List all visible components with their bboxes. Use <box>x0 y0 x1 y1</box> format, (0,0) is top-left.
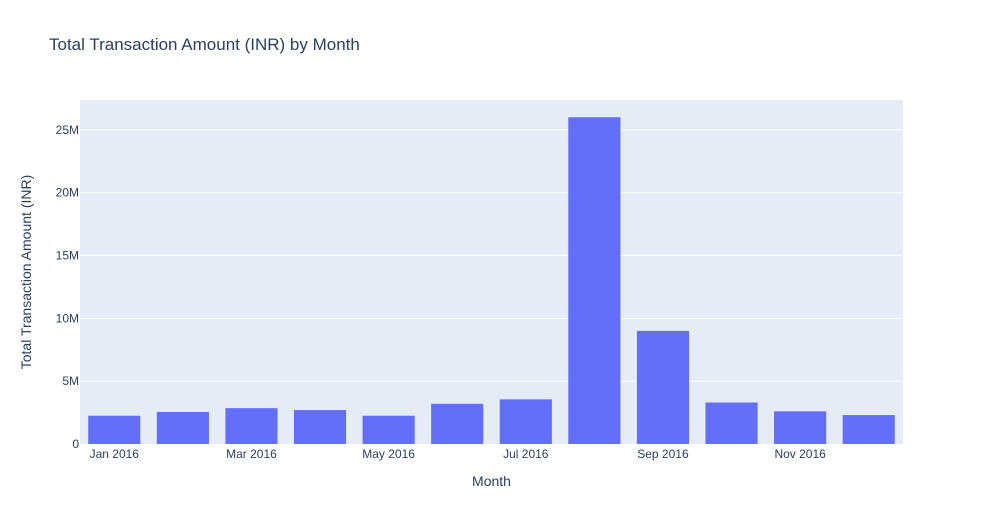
y-tick-label: 10M <box>56 311 79 325</box>
y-tick-label: 25M <box>56 123 79 137</box>
x-tick-label: Mar 2016 <box>226 447 277 461</box>
y-tick-label: 20M <box>56 186 79 200</box>
x-tick-label: Jul 2016 <box>503 447 549 461</box>
x-tick-label: Jan 2016 <box>90 447 140 461</box>
bar-2016-05[interactable] <box>362 415 415 444</box>
bar-2016-06[interactable] <box>431 403 484 444</box>
y-tick-label: 5M <box>62 374 79 388</box>
y-tick-label: 15M <box>56 248 79 262</box>
bar-2016-11[interactable] <box>774 411 827 444</box>
y-tick-label: 0 <box>72 437 79 451</box>
bar-2016-01[interactable] <box>88 415 141 444</box>
bar-2016-04[interactable] <box>293 410 347 444</box>
x-tick-label: May 2016 <box>362 447 415 461</box>
chart-title: Total Transaction Amount (INR) by Month <box>49 35 360 54</box>
bar-2016-02[interactable] <box>156 411 209 444</box>
bar-2016-03[interactable] <box>225 408 278 444</box>
bar-2016-07[interactable] <box>499 399 552 444</box>
x-axis-title: Month <box>472 473 511 489</box>
grid-lines <box>80 129 903 382</box>
x-tick-label: Sep 2016 <box>637 447 689 461</box>
x-tick-label: Nov 2016 <box>774 447 826 461</box>
bar-2016-10[interactable] <box>705 402 758 444</box>
x-axis-ticks: Jan 2016 Mar 2016 May 2016 Jul 2016 Sep 2016… <box>90 447 827 461</box>
bar-2016-09[interactable] <box>636 330 690 444</box>
bar-2016-08[interactable] <box>568 117 621 445</box>
y-axis-ticks: 0 5M 10M 15M 20M 25M <box>56 123 80 451</box>
y-axis-title: Total Transaction Amount (INR) <box>18 175 34 370</box>
plot-area <box>80 100 903 444</box>
bars <box>88 117 895 445</box>
bar-2016-12[interactable] <box>842 415 895 444</box>
